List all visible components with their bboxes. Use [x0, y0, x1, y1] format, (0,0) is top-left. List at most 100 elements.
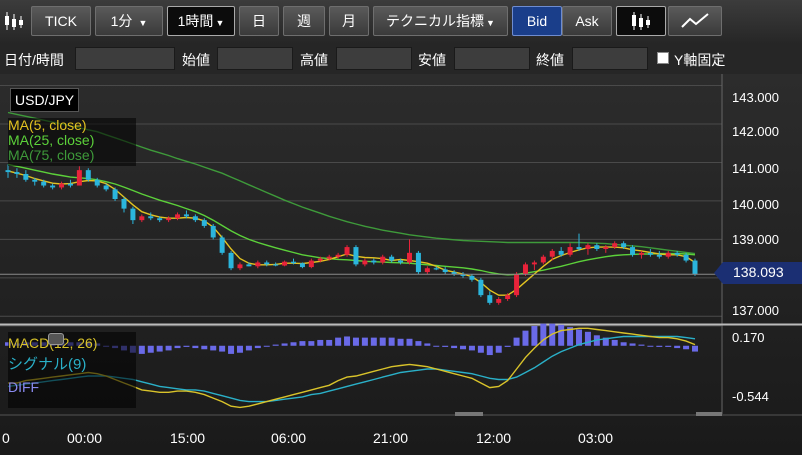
diff-bar [656, 345, 663, 347]
diff-bar [513, 337, 520, 346]
diff-bar [361, 337, 368, 346]
ask-button[interactable]: Ask [562, 6, 612, 36]
tick-button[interactable]: TICK [31, 6, 91, 36]
datetime-field[interactable] [75, 47, 175, 70]
current-price-value: 138.093 [733, 264, 784, 280]
diff-bar [228, 345, 235, 354]
candle-body [424, 268, 430, 273]
chart-canvas [0, 74, 802, 416]
scrollbar-thumb[interactable] [455, 412, 483, 416]
low-field[interactable] [454, 47, 530, 70]
high-label: 高値 [300, 52, 328, 68]
ma5-line [7, 170, 696, 296]
candle-body [85, 170, 91, 180]
candle-body [531, 262, 537, 265]
diff-bar [531, 326, 538, 346]
candle-body [478, 279, 484, 296]
time-label: 12:00 [476, 430, 512, 446]
candle-body [237, 264, 243, 269]
candle-body [326, 256, 332, 259]
diff-bar [326, 339, 333, 346]
diff-bar [495, 345, 502, 353]
candle-body [112, 189, 118, 199]
ma25-legend: MA(25, close) [8, 132, 95, 148]
diff-bar [433, 345, 440, 347]
time-label: 00:00 [67, 430, 103, 446]
candle-body [41, 181, 47, 186]
diff-bar [201, 345, 208, 350]
diff-bar [245, 345, 252, 351]
candle-body [130, 208, 136, 221]
diff-bar [174, 345, 181, 349]
candle-body [50, 185, 56, 188]
yaxis-fixed-checkbox[interactable] [657, 52, 669, 64]
candle-body [299, 263, 305, 268]
month-button[interactable]: 月 [329, 6, 369, 36]
period-dropdown[interactable]: 1時間 ▼ [167, 6, 235, 36]
candlestick-icon[interactable] [4, 10, 24, 32]
diff-bar [406, 338, 413, 346]
high-field[interactable] [336, 47, 412, 70]
diff-bar [219, 345, 226, 352]
diff-bar [468, 345, 475, 351]
candle-body [630, 247, 636, 255]
time-label: 03:00 [578, 430, 614, 446]
signal-legend-label: シグナル(9) [8, 356, 87, 373]
diff-bar [638, 344, 645, 346]
ma-legend: MA(5, close) MA(25, close) MA(75, close) [8, 118, 136, 166]
technical-indicator-dropdown[interactable]: テクニカル指標 ▼ [373, 6, 508, 36]
chart-area[interactable]: USD/JPY MA(5, close) MA(25, close) MA(75… [0, 74, 802, 455]
diff-bar [299, 341, 306, 346]
day-button[interactable]: 日 [239, 6, 279, 36]
diff-bar [584, 331, 591, 346]
diff-bar [165, 345, 172, 351]
technical-label: テクニカル指標 [386, 13, 485, 29]
diff-bar [611, 339, 618, 346]
candle-body [175, 214, 181, 219]
candle-body [433, 268, 439, 270]
diff-bar [281, 343, 288, 346]
diff-bar [308, 341, 315, 346]
price-tick: 143.000 [732, 90, 779, 105]
candle-body [166, 218, 172, 221]
candle-body [442, 269, 448, 273]
line-chart-icon [681, 13, 709, 28]
scrollbar-right-thumb[interactable] [696, 412, 722, 416]
ohlc-row: 日付/時間 始値 高値 安値 終値 Y軸固定 [0, 44, 802, 74]
diff-bar [451, 345, 458, 349]
diff-bar [522, 330, 529, 346]
period-label: 1時間 [177, 13, 214, 29]
macd-zoom-icon[interactable] [48, 333, 64, 345]
candle-body [398, 260, 404, 263]
candle-body [5, 170, 11, 173]
candle-body [246, 264, 252, 267]
candlestick-mode-button[interactable] [616, 6, 666, 36]
diff-bar [317, 339, 324, 346]
diff-bar [558, 324, 565, 346]
bid-button[interactable]: Bid [512, 6, 562, 36]
candle-body [496, 299, 502, 303]
candle-body [549, 250, 555, 257]
candle-body [460, 274, 466, 276]
chevron-down-icon: ▼ [215, 18, 225, 28]
open-field[interactable] [217, 47, 293, 70]
diff-bar [692, 345, 698, 352]
close-field[interactable] [572, 47, 648, 70]
line-chart-button[interactable] [668, 6, 722, 36]
yaxis-fixed-label: Y軸固定 [674, 52, 726, 68]
candle-body [656, 254, 662, 257]
candle-body [514, 274, 520, 296]
diff-bar [192, 345, 199, 349]
candle-body [389, 256, 395, 261]
candle-body [308, 260, 314, 268]
close-label: 終値 [536, 52, 564, 68]
week-button[interactable]: 週 [283, 6, 325, 36]
diff-bar [236, 345, 243, 353]
diff-bar [540, 323, 547, 346]
candle-body [76, 170, 82, 186]
macd-tick: 0.170 [732, 330, 765, 345]
candle-body [139, 216, 145, 221]
candle-body [415, 252, 421, 273]
candle-body [362, 260, 368, 265]
interval-dropdown[interactable]: 1分 ▼ [95, 6, 163, 36]
